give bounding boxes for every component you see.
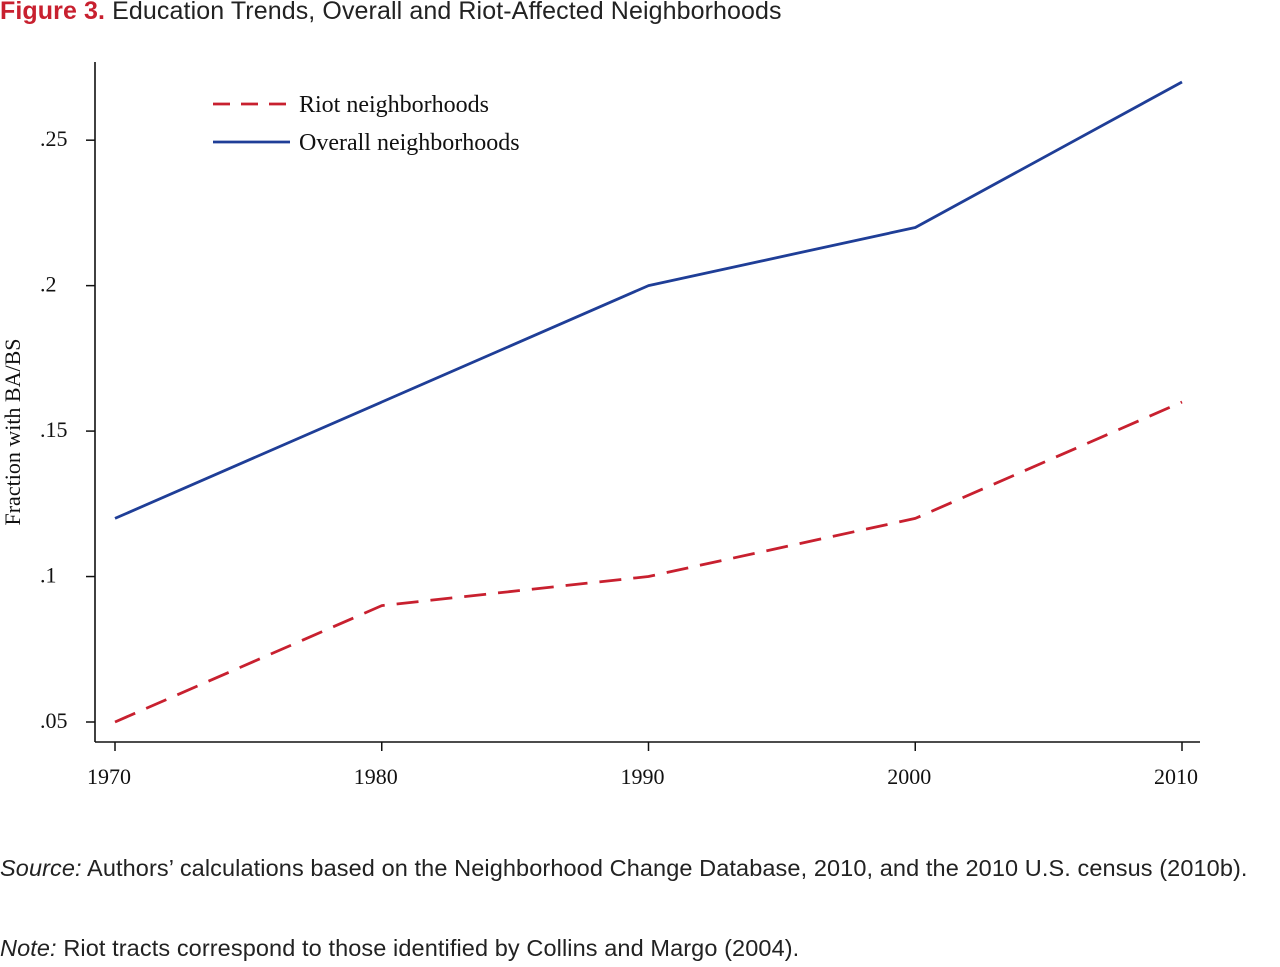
y-tick-label: .25 — [40, 126, 68, 151]
figure-title-text: Education Trends, Overall and Riot-Affec… — [112, 0, 782, 25]
legend-label: Riot neighborhoods — [299, 92, 489, 118]
series-line-riot — [114, 400, 1183, 724]
source-label: Source: — [0, 855, 82, 881]
y-tick-label: .2 — [40, 272, 57, 297]
x-tick-label: 2000 — [887, 764, 931, 789]
y-axis-label: Fraction with BA/BS — [0, 338, 25, 525]
note-label: Note: — [0, 935, 57, 961]
y-tick-label: .05 — [40, 708, 68, 733]
note-text: Riot tracts correspond to those identifi… — [63, 935, 800, 961]
chart-axes: .05 .1 .15 .2 .25 1970 1980 1990 2000 2010 — [40, 62, 1200, 789]
line-chart: .05 .1 .15 .2 .25 1970 1980 1990 2000 2010 Riot n… — [0, 62, 1200, 789]
chart-legend: Riot neighborhoods Overall neighborhoods — [213, 92, 520, 156]
y-tick-label: .15 — [40, 417, 68, 442]
legend-label: Overall neighborhoods — [299, 130, 520, 156]
caption-source: Source: Authors’ calculations based on t… — [0, 850, 1280, 887]
caption-note: Note: Riot tracts correspond to those id… — [0, 930, 1280, 967]
chart-series — [114, 80, 1183, 724]
y-tick-label: .1 — [40, 563, 57, 588]
figure-label: Figure 3. — [0, 0, 106, 25]
figure-title: Figure 3. Education Trends, Overall and … — [0, 0, 782, 26]
source-text: Authors’ calculations based on the Neigh… — [87, 855, 1248, 881]
x-tick-label: 1980 — [354, 764, 398, 789]
x-tick-label: 1990 — [621, 764, 665, 789]
x-tick-label: 2010 — [1154, 764, 1198, 789]
series-line-overall — [114, 80, 1183, 520]
x-tick-label: 1970 — [87, 764, 131, 789]
